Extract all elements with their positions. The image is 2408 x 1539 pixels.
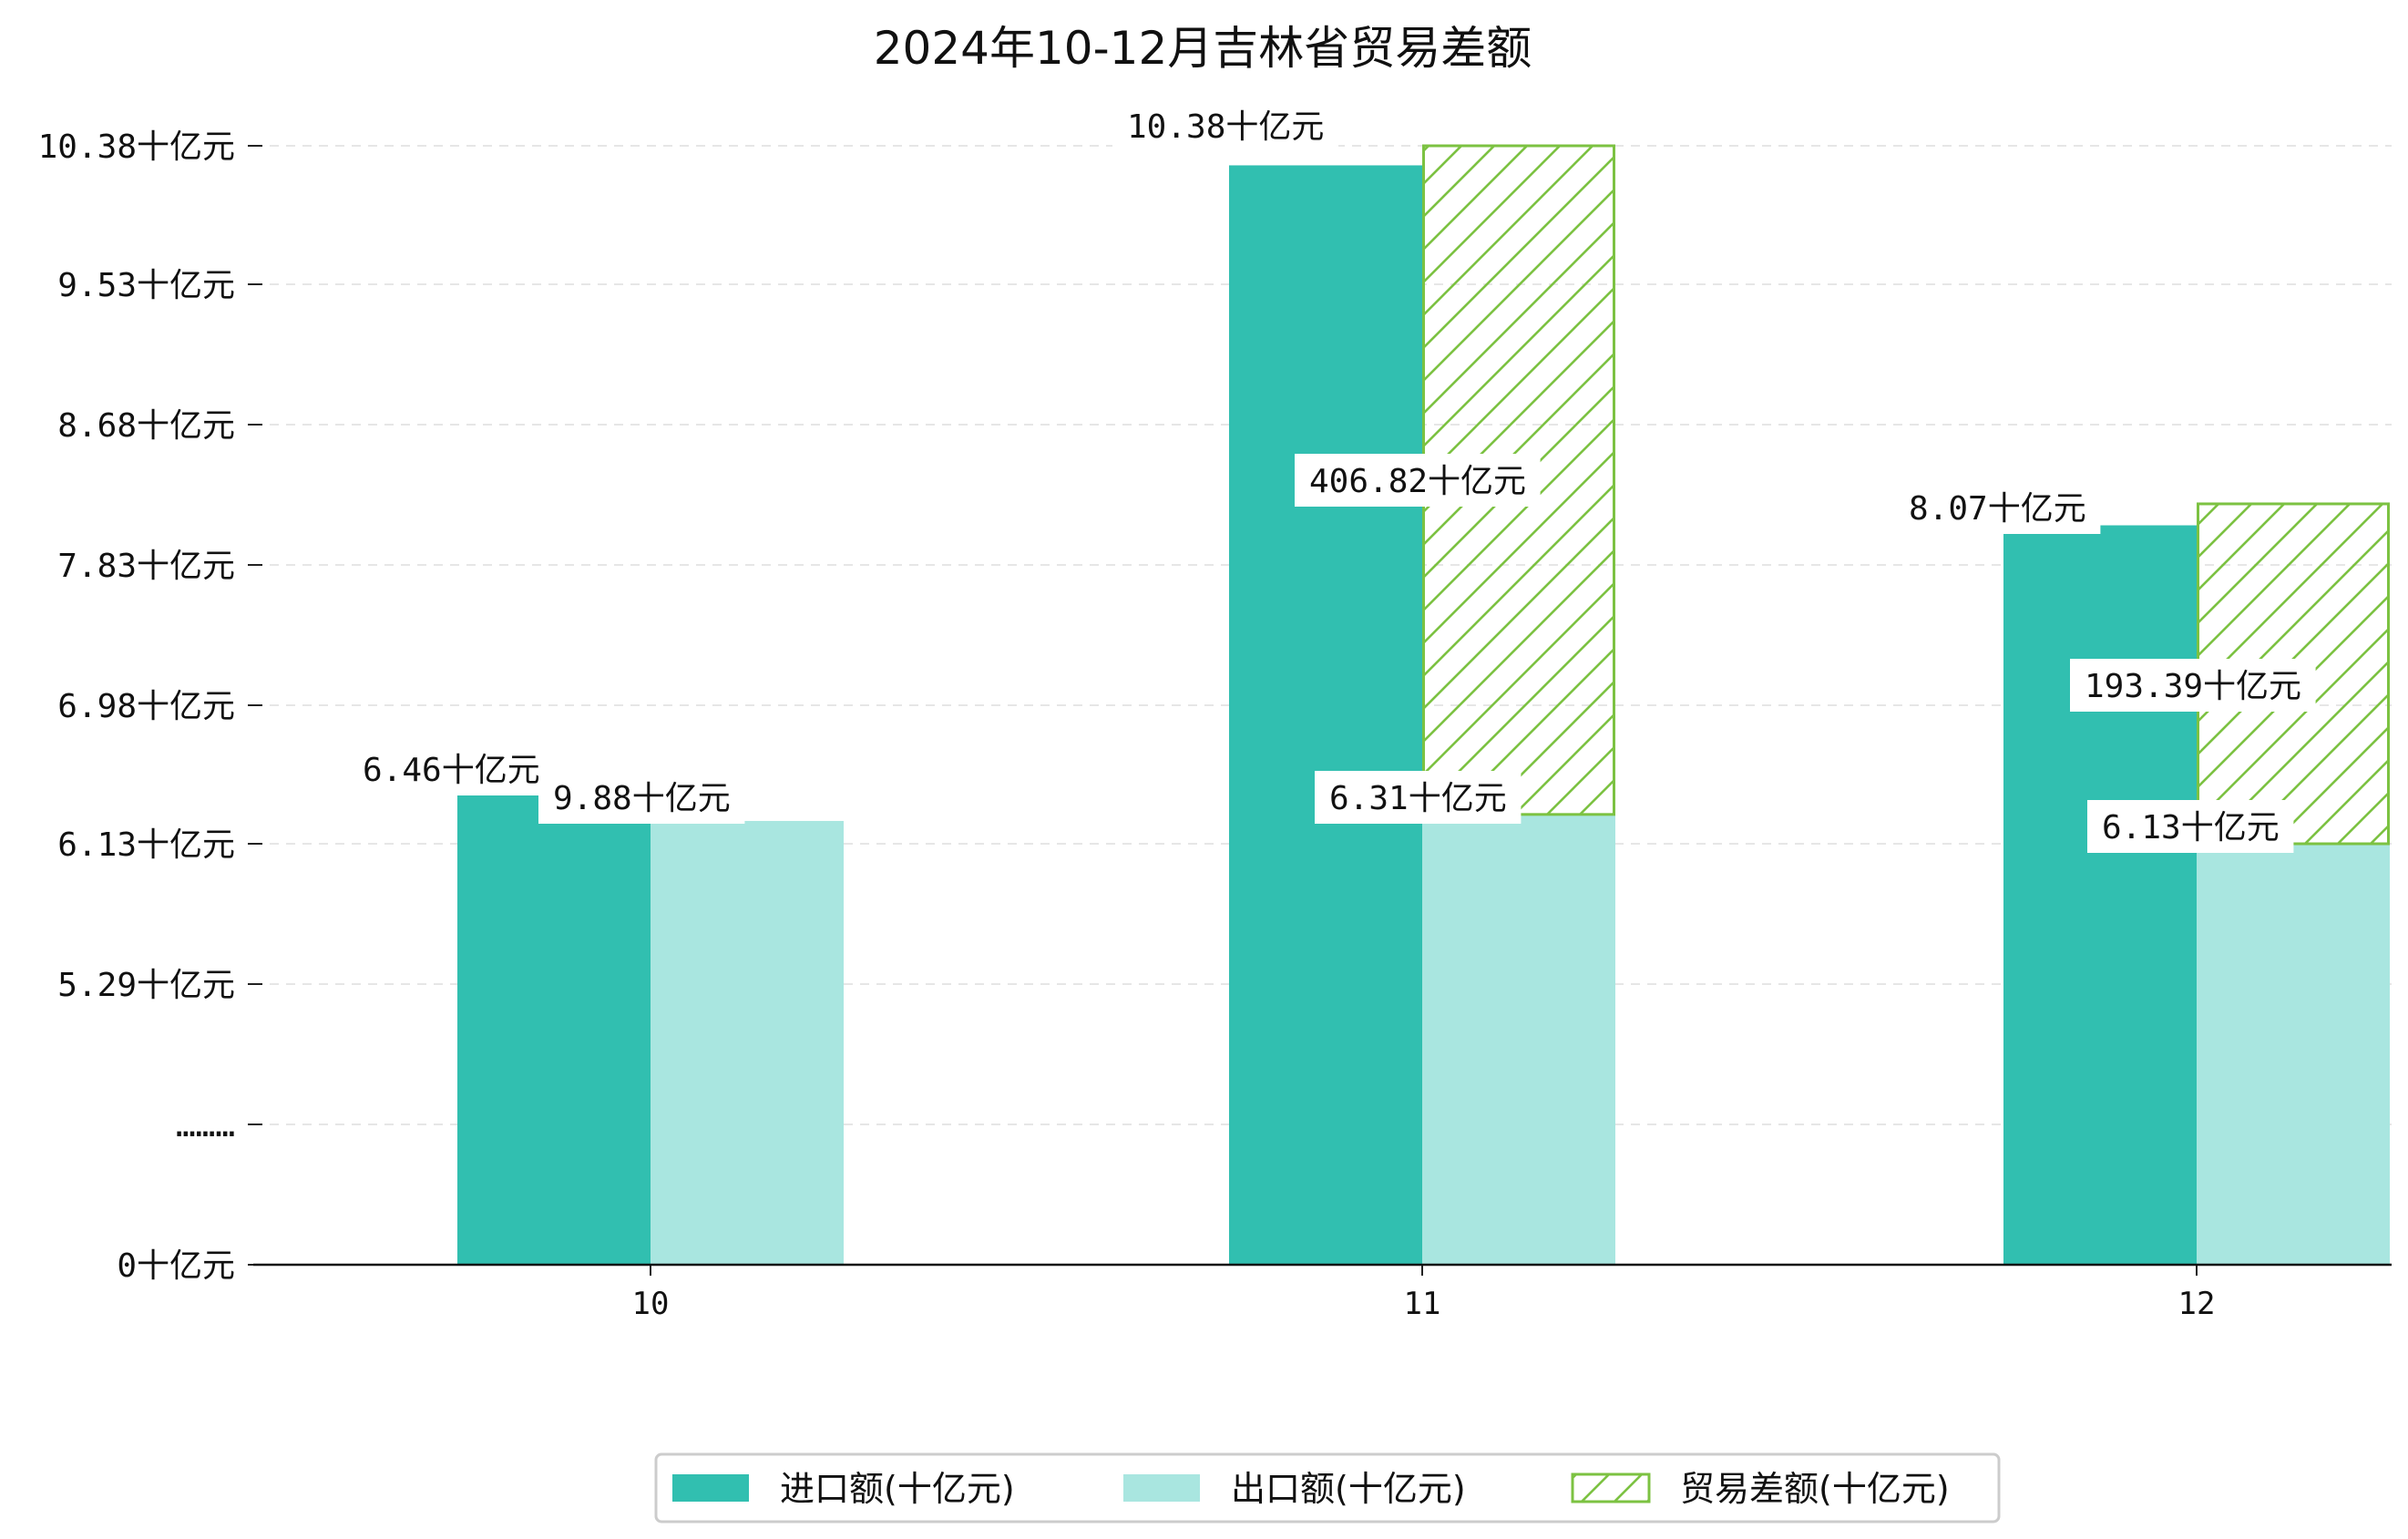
x-tick-label: 10	[632, 1286, 670, 1322]
legend: 进口额(十亿元) 出口额(十亿元) 贸易差额(十亿元)	[654, 1452, 2001, 1524]
label-background	[2070, 659, 2316, 712]
import-bar	[457, 789, 651, 1265]
label-background	[1295, 454, 1541, 507]
data-label-text: 6.31十亿元	[1329, 780, 1507, 817]
data-label-text: 6.13十亿元	[2102, 809, 2280, 846]
label-background	[1112, 99, 1338, 152]
data-label-text: 406.82十亿元	[1309, 463, 1526, 500]
legend-frame	[654, 1452, 2001, 1524]
y-tick-label: 8.68十亿元	[57, 407, 235, 445]
data-label-text: 6.46十亿元	[363, 752, 540, 789]
legend-swatch	[1123, 1474, 1200, 1502]
legend-swatch	[1571, 1472, 1651, 1503]
y-tick-label: 0十亿元	[117, 1247, 235, 1285]
label-background	[2087, 800, 2294, 853]
import-data-label: 8.07十亿元	[1894, 481, 2101, 534]
data-label-text: 193.39十亿元	[2085, 668, 2301, 705]
y-tick-label: ………	[176, 1107, 235, 1144]
y-tick-label: 10.38十亿元	[38, 128, 235, 166]
chart-title: 2024年10-12月吉林省贸易差额	[874, 22, 1532, 75]
y-tick-label: 7.83十亿元	[57, 548, 235, 585]
x-tick-label: 11	[1404, 1286, 1441, 1322]
x-tick-label: 12	[2178, 1286, 2216, 1322]
legend-label: 贸易差额(十亿元)	[1680, 1469, 1950, 1509]
import-data-label: 10.38十亿元	[1112, 99, 1338, 152]
y-tick-label: 9.53十亿元	[57, 267, 235, 304]
axes-layer: 0十亿元 ……… 5.29十亿元 6.13十亿元 6.98十亿元 7.83十亿元 8.68十…	[38, 128, 2392, 1322]
export-data-label: 6.31十亿元	[1315, 771, 1522, 824]
y-tick-label: 6.98十亿元	[57, 688, 235, 725]
legend-label: 出口额(十亿元)	[1231, 1469, 1466, 1509]
data-label-text: 8.07十亿元	[1909, 490, 2086, 528]
import-bar	[1229, 165, 1422, 1265]
export-data-label: 9.88十亿元	[538, 771, 745, 824]
data-label-text: 9.88十亿元	[553, 780, 731, 817]
label-background	[1315, 771, 1522, 824]
import-bar	[2003, 525, 2197, 1265]
legend-item: 进口额(十亿元)	[672, 1469, 1015, 1509]
legend-item: 出口额(十亿元)	[1123, 1469, 1466, 1509]
export-bar	[651, 820, 844, 1265]
export-bar	[1422, 814, 1615, 1265]
legend-item: 贸易差额(十亿元)	[1571, 1469, 1950, 1509]
label-background	[348, 743, 555, 795]
y-tick-label: 6.13十亿元	[57, 826, 235, 864]
legend-label: 进口额(十亿元)	[780, 1469, 1015, 1509]
label-background	[1894, 481, 2101, 534]
balance-data-label: 406.82十亿元	[1295, 454, 1541, 507]
import-data-label: 6.46十亿元	[348, 743, 555, 795]
export-bar	[2197, 844, 2390, 1265]
balance-data-label: 193.39十亿元	[2070, 659, 2316, 712]
labels-layer: 6.46十亿元 9.88十亿元 10.38十亿元 406.82十亿元 6.31十亿元 8.…	[348, 99, 2316, 853]
bars-layer	[457, 144, 2390, 1265]
y-tick-label: 5.29十亿元	[57, 967, 235, 1004]
label-background	[538, 771, 745, 824]
legend-swatch	[672, 1474, 749, 1502]
data-label-text: 10.38十亿元	[1127, 108, 1324, 146]
export-data-label: 6.13十亿元	[2087, 800, 2294, 853]
